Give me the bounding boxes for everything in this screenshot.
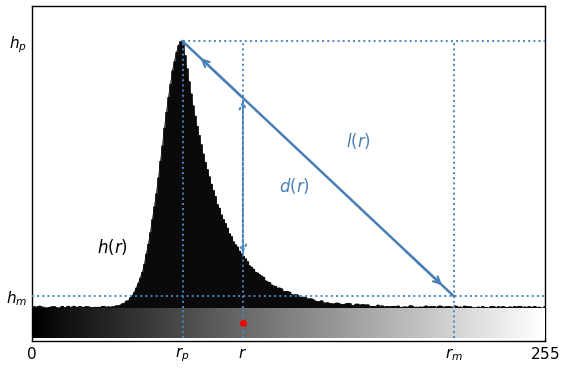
Text: $h(r)$: $h(r)$	[97, 237, 128, 257]
Text: $l(r)$: $l(r)$	[346, 131, 371, 151]
Text: $d(r)$: $d(r)$	[279, 176, 310, 196]
